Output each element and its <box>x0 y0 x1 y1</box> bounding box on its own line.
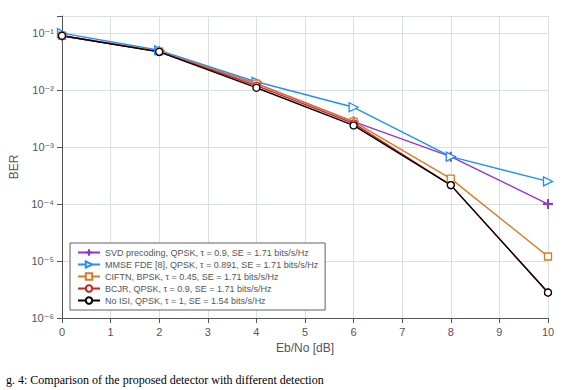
svg-text:10: 10 <box>542 326 554 338</box>
svg-text:g. 4: Comparison of the propos: g. 4: Comparison of the proposed detecto… <box>6 373 324 387</box>
svg-text:10⁻³: 10⁻³ <box>32 141 54 153</box>
svg-text:8: 8 <box>448 326 454 338</box>
svg-text:1: 1 <box>108 326 114 338</box>
svg-text:4: 4 <box>253 326 259 338</box>
svg-text:0: 0 <box>59 326 65 338</box>
svg-text:BER: BER <box>7 154 21 179</box>
svg-text:7: 7 <box>399 326 405 338</box>
svg-text:SVD precoding, QPSK, τ = 0.9,: SVD precoding, QPSK, τ = 0.9, SE = 1.71 … <box>105 248 309 258</box>
svg-text:CIFTN, BPSK, τ = 0.45, SE = 1.: CIFTN, BPSK, τ = 0.45, SE = 1.71 bits/s/… <box>105 272 279 282</box>
svg-text:10⁻⁶: 10⁻⁶ <box>31 312 54 324</box>
svg-text:BCJR, QPSK, τ = 0.9, SE = 1.71: BCJR, QPSK, τ = 0.9, SE = 1.71 bits/s/Hz <box>105 284 272 294</box>
svg-text:No ISI, QPSK, τ = 1, SE = 1.54: No ISI, QPSK, τ = 1, SE = 1.54 bits/s/Hz <box>105 296 266 306</box>
svg-text:6: 6 <box>351 326 357 338</box>
svg-text:10⁻²: 10⁻² <box>32 84 54 96</box>
svg-text:9: 9 <box>496 326 502 338</box>
svg-text:2: 2 <box>156 326 162 338</box>
svg-text:10⁻⁴: 10⁻⁴ <box>31 198 54 210</box>
svg-text:3: 3 <box>205 326 211 338</box>
svg-text:Eb/No [dB]: Eb/No [dB] <box>276 341 334 355</box>
svg-text:MMSE FDE [8], QPSK, τ = 0.891,: MMSE FDE [8], QPSK, τ = 0.891, SE = 1.71… <box>105 260 319 270</box>
svg-text:10⁻⁵: 10⁻⁵ <box>31 255 54 267</box>
svg-text:10⁻¹: 10⁻¹ <box>32 27 54 39</box>
svg-text:5: 5 <box>302 326 308 338</box>
